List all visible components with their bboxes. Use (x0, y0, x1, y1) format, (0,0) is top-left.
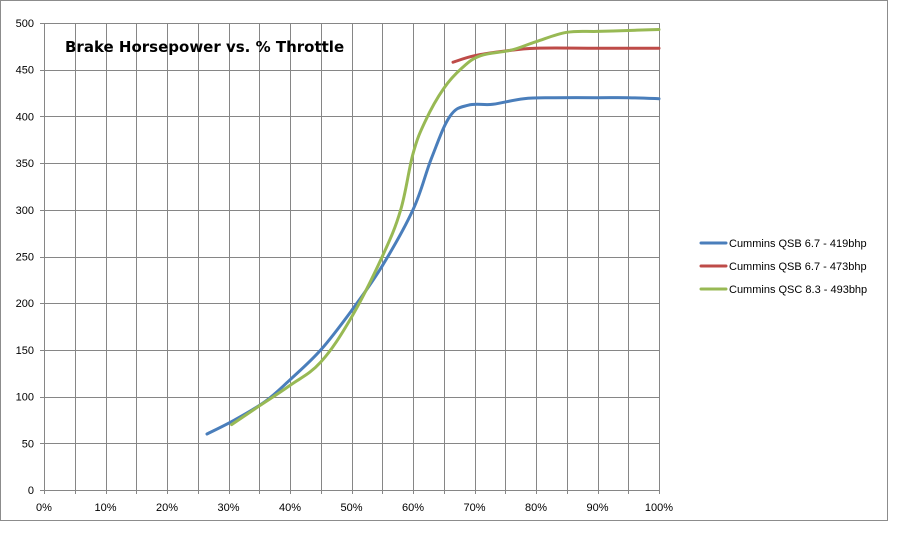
y-tick-label: 500 (16, 18, 34, 30)
chart-title: Brake Horsepower vs. % Throttle (65, 38, 344, 56)
y-tick-label: 350 (16, 158, 34, 170)
x-tick-label: 80% (525, 502, 547, 514)
y-tick-label: 50 (22, 438, 34, 450)
legend-label-2: Cummins QSB 6.7 - 473bhp (729, 261, 867, 273)
series-line-3 (230, 28, 661, 427)
y-tick-label: 150 (16, 345, 34, 357)
series-line-1 (205, 96, 661, 436)
y-tick-label: 100 (16, 392, 34, 404)
y-tick-label: 300 (16, 205, 34, 217)
y-tick-label: 200 (16, 298, 34, 310)
legend-label-1: Cummins QSB 6.7 - 419bhp (729, 238, 867, 250)
x-tick-label: 0% (36, 502, 52, 514)
x-tick-label: 40% (279, 502, 301, 514)
y-tick-label: 0 (28, 485, 34, 497)
y-tick-label: 450 (16, 65, 34, 77)
series-lines (205, 28, 661, 436)
x-tick-label: 100% (645, 502, 673, 514)
x-tick-label: 20% (156, 502, 178, 514)
x-tick-labels: 0% 10% 20% 30% 40% 50% 60% 70% 80% 90% 100% (36, 502, 673, 514)
x-tick-label: 10% (94, 502, 116, 514)
x-tick-label: 90% (586, 502, 608, 514)
x-tick-label: 60% (402, 502, 424, 514)
x-tick-label: 30% (217, 502, 239, 514)
y-tick-label: 250 (16, 252, 34, 264)
chart-svg: 0 50 100 150 200 250 300 350 400 450 500 0% 10% 20% 3… (16, 18, 868, 514)
gridlines (44, 23, 660, 491)
axes (40, 23, 660, 494)
x-tick-label: 70% (463, 502, 485, 514)
legend: Cummins QSB 6.7 - 419bhp Cummins QSB 6.7 … (699, 238, 867, 296)
chart-area: 0 50 100 150 200 250 300 350 400 450 500 0% 10% 20% 3… (0, 0, 888, 521)
legend-label-3: Cummins QSC 8.3 - 493bhp (729, 284, 867, 296)
y-tick-label: 400 (16, 111, 34, 123)
y-tick-labels: 0 50 100 150 200 250 300 350 400 450 500 (16, 18, 34, 497)
x-tick-label: 50% (340, 502, 362, 514)
